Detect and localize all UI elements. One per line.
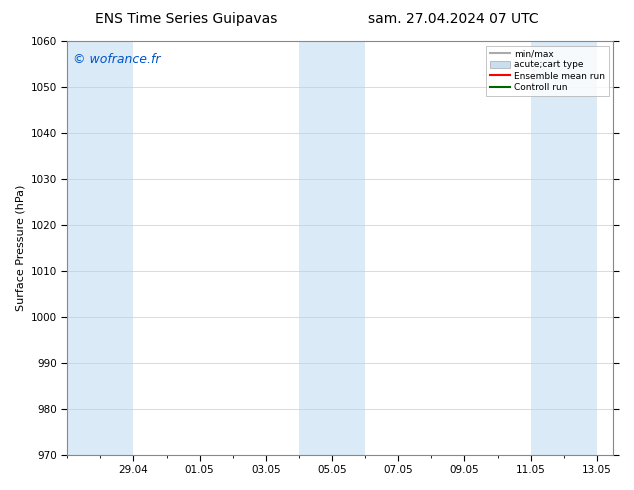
Text: sam. 27.04.2024 07 UTC: sam. 27.04.2024 07 UTC — [368, 12, 538, 26]
Bar — [67, 41, 133, 455]
Text: © wofrance.fr: © wofrance.fr — [73, 53, 160, 67]
Y-axis label: Surface Pressure (hPa): Surface Pressure (hPa) — [15, 185, 25, 311]
Text: ENS Time Series Guipavas: ENS Time Series Guipavas — [95, 12, 278, 26]
Legend: min/max, acute;cart type, Ensemble mean run, Controll run: min/max, acute;cart type, Ensemble mean … — [486, 46, 609, 96]
Bar — [299, 41, 365, 455]
Bar — [531, 41, 597, 455]
Title: ENS Time Series Guipavas       sam. 27.04.2024 07 UTC: ENS Time Series Guipavas sam. 27.04.2024… — [0, 489, 1, 490]
